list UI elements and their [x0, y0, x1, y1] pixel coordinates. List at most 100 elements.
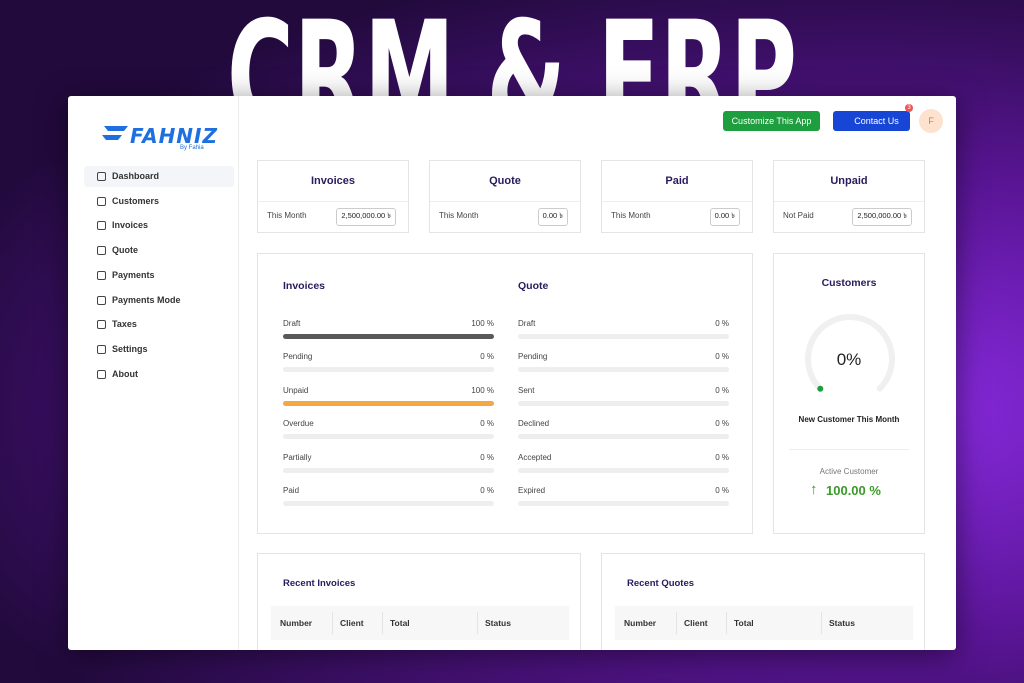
row-label: Draft: [283, 319, 301, 328]
progress-track: [518, 367, 729, 373]
card-amount: 0.00 ৳: [709, 208, 740, 226]
notification-badge: 3: [905, 104, 913, 112]
progress-bar: [283, 400, 494, 406]
progress-track: [518, 467, 729, 473]
card-divider: [602, 201, 752, 202]
column-header: Total: [734, 618, 754, 628]
row-label: Unpaid: [283, 385, 309, 395]
recent-title: Recent Invoices: [283, 578, 356, 589]
row-value: 100 %: [471, 385, 494, 395]
card-title: Unpaid: [830, 175, 868, 187]
row-label: Draft: [518, 319, 536, 328]
column-divider: [332, 612, 333, 634]
row-value: 0 %: [480, 352, 494, 362]
column-divider: [676, 612, 677, 634]
nav-icon: [97, 270, 106, 280]
nav-item[interactable]: Payments: [112, 269, 155, 280]
nav-active-bg: [84, 166, 234, 187]
progress-track: [283, 434, 494, 440]
summary-card: Paid This Month 0.00 ৳: [601, 160, 753, 233]
column-header: Status: [829, 618, 855, 628]
row-label: Overdue: [283, 419, 314, 429]
nav-icon: [97, 172, 106, 181]
row-value: 0 %: [715, 452, 729, 462]
summary-card: Quote This Month 0.00 ৳: [429, 160, 581, 233]
status-panel: Invoices Draft 100 % Pending 0 % Unpaid 100 % O…: [257, 253, 753, 534]
row-label: Expired: [518, 486, 546, 495]
nav-item[interactable]: Quote: [112, 245, 138, 256]
row-label: Partially: [283, 452, 312, 462]
row-value: 0 %: [715, 319, 729, 328]
nav-item[interactable]: Customers: [112, 195, 160, 206]
column-header: Client: [684, 618, 708, 628]
row-value: 0 %: [480, 486, 494, 495]
nav-icon: [97, 320, 106, 330]
column-header: Status: [485, 618, 511, 628]
progress-track: [283, 367, 494, 373]
nav-item[interactable]: About: [112, 368, 138, 379]
card-title: Quote: [489, 175, 521, 187]
card-period: This Month: [267, 211, 307, 220]
recent-title: Recent Quotes: [627, 578, 695, 589]
nav-icon: [97, 196, 106, 206]
card-period: Not Paid: [783, 211, 814, 220]
nav-item[interactable]: Payments Mode: [112, 294, 181, 305]
column-header: Client: [340, 618, 364, 628]
customers-title: Customers: [821, 277, 877, 289]
nav-icon: [97, 246, 106, 256]
column-divider: [477, 612, 478, 634]
nav-item[interactable]: Dashboard: [112, 171, 160, 181]
card-amount: 0.00 ৳: [537, 208, 568, 226]
sidebar-divider: [238, 96, 239, 650]
progress-track: [283, 467, 494, 473]
progress-track: [518, 334, 729, 339]
nav-icon: [97, 295, 106, 305]
row-label: Paid: [283, 486, 300, 495]
app-window: FAHNIZ By Fahia Customize This App Contact …: [68, 96, 956, 650]
avatar[interactable]: F: [919, 109, 943, 133]
row-value: 0 %: [480, 452, 494, 462]
row-value: 100 %: [471, 319, 494, 328]
progress-track: [518, 501, 729, 506]
contact-button[interactable]: Contact Us: [833, 111, 910, 131]
section-title: Invoices: [283, 280, 326, 292]
gauge-track: [805, 314, 895, 392]
card-title: Invoices: [310, 175, 356, 187]
nav-item[interactable]: Settings: [112, 343, 148, 354]
customize-button[interactable]: Customize This App: [723, 111, 820, 131]
progress-track: [518, 400, 729, 406]
summary-card: Invoices This Month 2,500,000.00 ৳: [257, 160, 409, 233]
progress-track: [283, 501, 494, 506]
recent-panel: Recent Invoices Number Client Total Status: [257, 553, 581, 650]
row-label: Declined: [518, 419, 550, 429]
progress-track: [518, 434, 729, 440]
table-header: [615, 606, 913, 640]
card-divider: [430, 201, 580, 202]
row-label: Pending: [518, 352, 548, 362]
row-value: 0 %: [480, 419, 494, 429]
nav-icon: [97, 369, 106, 379]
row-label: Sent: [518, 385, 535, 395]
column-header: Number: [280, 618, 313, 628]
customers-panel: Customers 0% New Customer This Month Active…: [773, 253, 925, 534]
active-label: Active Customer: [819, 467, 879, 476]
card-amount: 2,500,000.00 ৳: [336, 208, 396, 226]
card-amount: 2,500,000.00 ৳: [852, 208, 912, 226]
brand-tagline: By Fahia: [180, 145, 204, 151]
row-value: 0 %: [715, 486, 729, 495]
brand-name: FAHNIZ: [130, 124, 218, 148]
nav-item[interactable]: Taxes: [112, 319, 137, 330]
card-period: This Month: [611, 211, 651, 220]
logo-icon: [102, 126, 128, 140]
row-label: Accepted: [518, 452, 552, 462]
column-divider: [726, 612, 727, 634]
table-header: [271, 606, 569, 640]
gauge-label: 0%: [836, 350, 862, 369]
active-value: 100.00 %: [826, 483, 881, 498]
summary-card: Unpaid Not Paid 2,500,000.00 ৳: [773, 160, 925, 233]
nav-item[interactable]: Invoices: [112, 220, 149, 231]
card-divider: [774, 201, 924, 202]
row-value: 0 %: [715, 419, 729, 429]
card-divider: [258, 201, 408, 202]
customers-divider: [789, 449, 909, 450]
